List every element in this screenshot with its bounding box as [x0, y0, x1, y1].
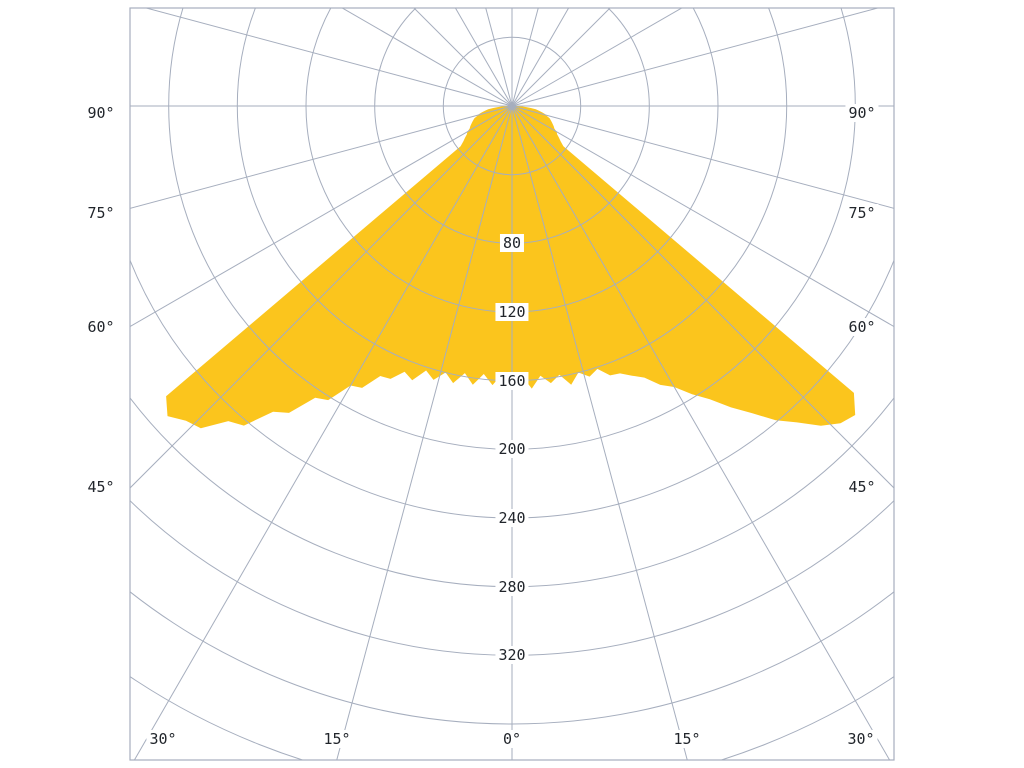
- grid-angle-line: [511, 105, 688, 760]
- grid-angle-line: [511, 105, 894, 328]
- grid-angle-line: [413, 8, 513, 107]
- grid-angle-line: [511, 105, 894, 489]
- grid-angle-line: [130, 105, 513, 328]
- grid-angle-line: [454, 8, 513, 107]
- grid-angle-line: [341, 8, 513, 107]
- grid-angle-line: [511, 8, 880, 107]
- grid-angle-line: [336, 105, 513, 760]
- grid-angle-line: [511, 105, 891, 760]
- grid-angle-line: [144, 8, 513, 107]
- grid-angle-line: [511, 8, 611, 107]
- grid-angle-line: [511, 105, 894, 209]
- intensity-distribution-area: [166, 106, 856, 429]
- grid-angle-line: [133, 105, 513, 760]
- plot-border: [129, 7, 895, 761]
- grid-angle-line: [511, 8, 683, 107]
- grid-angle-line: [130, 105, 513, 489]
- grid-angle-line: [511, 8, 570, 107]
- grid-angle-line: [130, 105, 513, 209]
